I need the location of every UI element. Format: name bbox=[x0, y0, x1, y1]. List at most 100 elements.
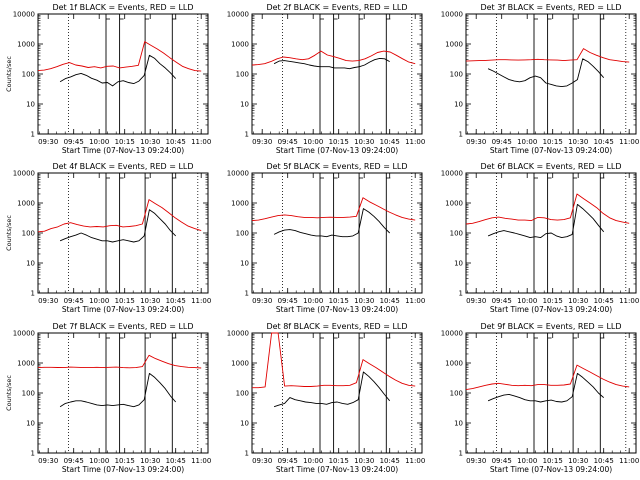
x-tick-label: 11:00 bbox=[405, 138, 425, 146]
x-tick-label: 09:30 bbox=[38, 297, 58, 305]
panel-det-4: Det 4f BLACK = Events, RED = LLD 1 10 100 10… bbox=[5, 162, 211, 314]
panel-title: Det 3f BLACK = Events, RED = LLD bbox=[480, 3, 621, 12]
x-tick-label: 10:30 bbox=[568, 297, 588, 305]
x-tick-label: 10:45 bbox=[380, 297, 400, 305]
x-tick-label: 10:15 bbox=[115, 297, 135, 305]
x-tick-label: 11:00 bbox=[191, 457, 211, 465]
events-rate-series bbox=[487, 58, 605, 88]
y-tick-label: 10 bbox=[26, 260, 35, 268]
y-tick-label: 1 bbox=[459, 450, 463, 458]
plot-frame bbox=[37, 13, 209, 135]
x-tick-label: 09:45 bbox=[492, 138, 512, 146]
y-tick-label: 100 bbox=[22, 390, 35, 398]
events-rate-series bbox=[59, 54, 177, 87]
x-tick-label: 09:45 bbox=[64, 457, 84, 465]
x-axis-label: Start Time (07-Nov-13 09:24:00) bbox=[490, 305, 612, 314]
x-tick-label: 09:30 bbox=[466, 297, 486, 305]
y-axis-label: Counts/sec bbox=[5, 215, 13, 251]
y-axis-label: Counts/sec bbox=[5, 56, 13, 92]
x-tick-label: 10:30 bbox=[140, 297, 160, 305]
plot-frame bbox=[37, 332, 209, 454]
x-tick-label: 09:45 bbox=[492, 297, 512, 305]
x-axis-label: Start Time (07-Nov-13 09:24:00) bbox=[276, 146, 398, 155]
x-tick-label: 09:45 bbox=[278, 297, 298, 305]
panel-det-6: Det 6f BLACK = Events, RED = LLD 1 10 100 10… bbox=[441, 162, 640, 314]
x-tick-label: 10:30 bbox=[140, 138, 160, 146]
x-tick-label: 09:45 bbox=[278, 457, 298, 465]
y-tick-label: 10000 bbox=[13, 11, 35, 19]
x-tick-label: 10:00 bbox=[517, 138, 537, 146]
events-rate-series bbox=[273, 208, 391, 238]
x-tick-label: 11:00 bbox=[619, 297, 639, 305]
x-tick-label: 10:00 bbox=[517, 297, 537, 305]
x-tick-label: 10:00 bbox=[89, 138, 109, 146]
y-axis-label: Counts/sec bbox=[5, 375, 13, 411]
x-tick-label: 10:45 bbox=[166, 297, 186, 305]
x-tick-label: 10:45 bbox=[594, 138, 614, 146]
y-tick-label: 10 bbox=[240, 420, 249, 428]
y-tick-label: 1 bbox=[245, 290, 249, 298]
x-tick-label: 10:00 bbox=[303, 297, 323, 305]
x-tick-label: 10:30 bbox=[568, 138, 588, 146]
x-tick-label: 09:30 bbox=[252, 297, 272, 305]
events-rate-series bbox=[273, 371, 391, 408]
y-tick-label: 10 bbox=[240, 260, 249, 268]
y-tick-label: 1000 bbox=[17, 41, 35, 49]
lld-rate-series bbox=[465, 48, 630, 63]
panel-title: Det 5f BLACK = Events, RED = LLD bbox=[266, 162, 407, 171]
x-tick-label: 10:15 bbox=[329, 138, 349, 146]
y-tick-label: 1000 bbox=[445, 200, 463, 208]
panel-det-2: Det 2f BLACK = Events, RED = LLD 1 10 100 10… bbox=[227, 3, 426, 155]
y-tick-label: 10000 bbox=[227, 11, 249, 19]
y-tick-label: 1000 bbox=[231, 200, 249, 208]
events-rate-series bbox=[487, 372, 604, 403]
x-tick-label: 10:45 bbox=[166, 138, 186, 146]
lld-rate-series bbox=[37, 41, 202, 72]
x-tick-label: 11:00 bbox=[405, 457, 425, 465]
events-rate-series bbox=[273, 57, 390, 70]
y-tick-label: 1000 bbox=[231, 41, 249, 49]
y-tick-label: 1000 bbox=[231, 360, 249, 368]
y-tick-label: 1 bbox=[459, 290, 463, 298]
panel-title: Det 1f BLACK = Events, RED = LLD bbox=[52, 3, 193, 12]
lld-rate-series bbox=[465, 193, 630, 225]
x-tick-label: 11:00 bbox=[191, 138, 211, 146]
x-tick-label: 09:30 bbox=[38, 138, 58, 146]
x-tick-label: 10:15 bbox=[329, 297, 349, 305]
lld-rate-series bbox=[251, 50, 416, 66]
y-tick-label: 1 bbox=[31, 131, 35, 139]
x-tick-label: 09:30 bbox=[466, 138, 486, 146]
y-tick-label: 10000 bbox=[441, 330, 463, 338]
x-tick-label: 10:30 bbox=[140, 457, 160, 465]
x-tick-label: 10:45 bbox=[380, 457, 400, 465]
x-tick-label: 10:45 bbox=[594, 297, 614, 305]
panel-title: Det 6f BLACK = Events, RED = LLD bbox=[480, 162, 621, 171]
y-tick-label: 1000 bbox=[17, 360, 35, 368]
y-tick-label: 1000 bbox=[445, 41, 463, 49]
y-tick-label: 1 bbox=[31, 450, 35, 458]
x-axis-label: Start Time (07-Nov-13 09:24:00) bbox=[62, 146, 184, 155]
y-tick-label: 100 bbox=[22, 71, 35, 79]
y-tick-label: 1 bbox=[245, 450, 249, 458]
lld-rate-series bbox=[465, 364, 630, 391]
x-tick-label: 10:00 bbox=[517, 457, 537, 465]
lld-rate-series bbox=[37, 199, 202, 233]
events-rate-series bbox=[59, 372, 177, 408]
x-tick-label: 10:00 bbox=[303, 138, 323, 146]
x-tick-label: 10:30 bbox=[354, 138, 374, 146]
panel-title: Det 8f BLACK = Events, RED = LLD bbox=[266, 322, 407, 331]
x-tick-label: 10:15 bbox=[115, 138, 135, 146]
x-axis-label: Start Time (07-Nov-13 09:24:00) bbox=[62, 305, 184, 314]
lld-rate-series bbox=[252, 332, 416, 389]
y-tick-label: 10000 bbox=[13, 330, 35, 338]
lld-rate-series bbox=[37, 354, 202, 369]
panel-title: Det 7f BLACK = Events, RED = LLD bbox=[52, 322, 193, 331]
y-tick-label: 100 bbox=[450, 71, 463, 79]
lld-rate-series bbox=[251, 197, 416, 222]
y-tick-label: 100 bbox=[236, 230, 249, 238]
x-tick-label: 09:45 bbox=[64, 138, 84, 146]
y-tick-label: 1 bbox=[459, 131, 463, 139]
y-tick-label: 1000 bbox=[17, 200, 35, 208]
x-axis-label: Start Time (07-Nov-13 09:24:00) bbox=[276, 305, 398, 314]
